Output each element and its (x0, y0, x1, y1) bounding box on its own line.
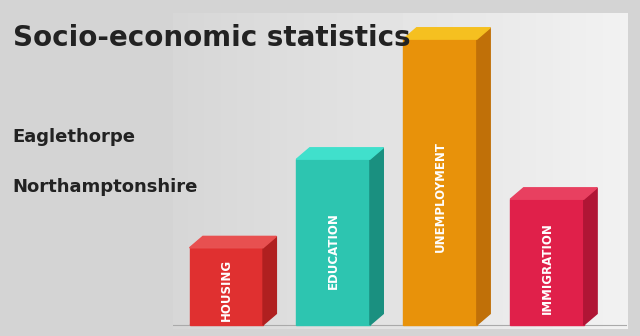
Polygon shape (296, 159, 370, 325)
Polygon shape (370, 148, 383, 325)
Text: Socio-economic statistics: Socio-economic statistics (13, 24, 410, 51)
Text: UNEMPLOYMENT: UNEMPLOYMENT (433, 141, 447, 252)
Polygon shape (510, 313, 597, 325)
Polygon shape (510, 188, 597, 199)
Text: IMMIGRATION: IMMIGRATION (541, 222, 554, 314)
Text: EDUCATION: EDUCATION (326, 212, 340, 289)
Polygon shape (477, 28, 490, 325)
Polygon shape (510, 199, 584, 325)
Text: Eaglethorpe: Eaglethorpe (13, 128, 136, 146)
Polygon shape (584, 188, 597, 325)
Polygon shape (403, 28, 490, 39)
Text: HOUSING: HOUSING (220, 259, 233, 321)
Polygon shape (189, 237, 276, 248)
Polygon shape (403, 313, 490, 325)
Polygon shape (403, 39, 477, 325)
Text: Northamptonshire: Northamptonshire (13, 178, 198, 196)
Polygon shape (263, 237, 276, 325)
Polygon shape (189, 313, 276, 325)
Polygon shape (189, 248, 263, 325)
Polygon shape (296, 148, 383, 159)
Polygon shape (296, 313, 383, 325)
